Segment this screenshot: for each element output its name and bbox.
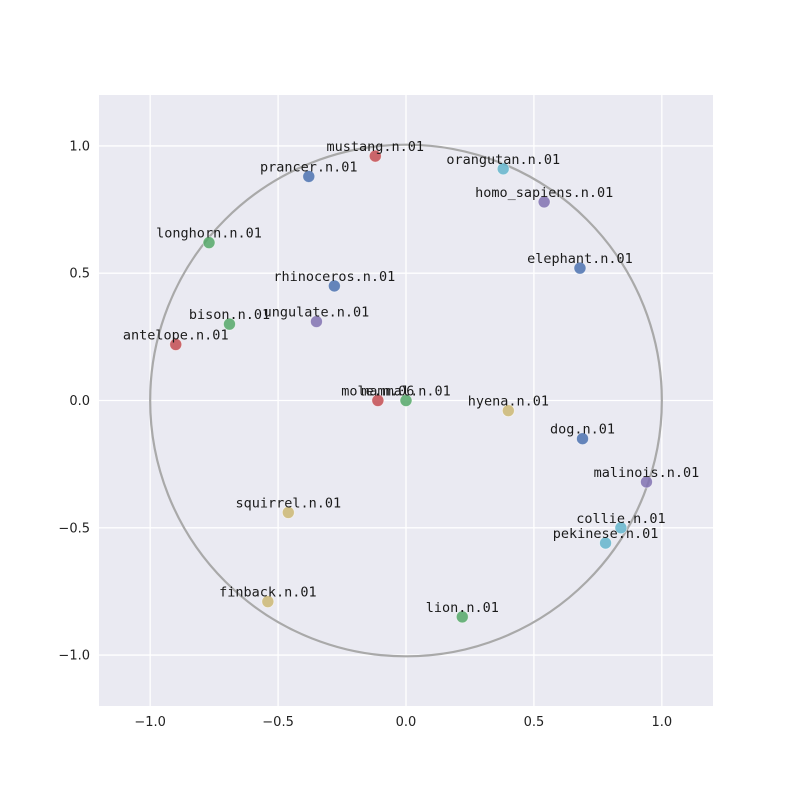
data-point <box>281 506 295 519</box>
point-label: antelope.n.01 <box>123 327 229 343</box>
point-label: dog.n.01 <box>550 422 615 438</box>
x-tick-label: 0.5 <box>524 715 545 730</box>
x-tick-label: 0.0 <box>396 715 417 730</box>
data-point <box>327 279 341 293</box>
data-point <box>310 315 323 328</box>
point-label: homo_sapiens.n.01 <box>475 185 613 201</box>
point-label: lion.n.01 <box>426 600 499 616</box>
x-axis-tick-labels: −1.0 −0.5 0.0 0.5 1.0 <box>134 715 672 730</box>
x-tick-label: −1.0 <box>134 715 166 730</box>
data-point <box>614 521 628 535</box>
data-point <box>399 394 413 407</box>
data-point <box>496 162 510 176</box>
point-label: mammal.n.01 <box>361 384 450 400</box>
point-label: hyena.n.01 <box>468 394 549 410</box>
data-points <box>169 149 653 624</box>
point-label: longhorn.n.01 <box>156 226 262 242</box>
point-label: bison.n.01 <box>189 307 270 323</box>
data-point <box>576 432 589 446</box>
point-label: mustang.n.01 <box>327 139 425 155</box>
data-point <box>599 536 612 550</box>
point-label: squirrel.n.01 <box>235 496 341 512</box>
x-tick-label: 1.0 <box>651 715 672 730</box>
y-tick-label: 1.0 <box>69 139 90 154</box>
data-point <box>302 170 316 183</box>
data-point <box>640 475 653 489</box>
data-point <box>261 595 275 609</box>
point-labels: mustang.n.01 prancer.n.01 orangutan.n.01 ho… <box>123 139 699 616</box>
point-label: pekinese.n.01 <box>553 526 659 542</box>
data-point <box>169 338 183 351</box>
data-point <box>455 610 469 624</box>
y-tick-label: −0.5 <box>58 521 90 536</box>
data-point <box>573 261 587 275</box>
point-label: rhinoceros.n.01 <box>273 269 395 285</box>
point-label: collie.n.01 <box>576 511 665 527</box>
point-label: ungulate.n.01 <box>264 305 370 321</box>
data-point <box>202 236 216 250</box>
y-tick-label: 0.0 <box>69 394 90 409</box>
data-point <box>371 394 385 407</box>
point-label: prancer.n.01 <box>260 159 358 175</box>
data-point <box>368 149 382 163</box>
point-label: orangutan.n.01 <box>446 152 560 168</box>
data-point <box>501 404 515 418</box>
unit-circle <box>149 143 663 658</box>
y-tick-label: −1.0 <box>58 649 90 664</box>
point-label: mole.n.06 <box>341 384 414 400</box>
y-tick-label: 0.5 <box>69 267 90 282</box>
x-tick-label: −0.5 <box>262 715 294 730</box>
data-point <box>223 317 236 331</box>
point-label: malinois.n.01 <box>594 465 700 481</box>
y-axis-tick-labels: 1.0 0.5 0.0 −0.5 −1.0 <box>58 139 90 663</box>
data-point <box>537 195 551 209</box>
point-label: finback.n.01 <box>219 585 317 601</box>
point-label: elephant.n.01 <box>527 251 633 267</box>
